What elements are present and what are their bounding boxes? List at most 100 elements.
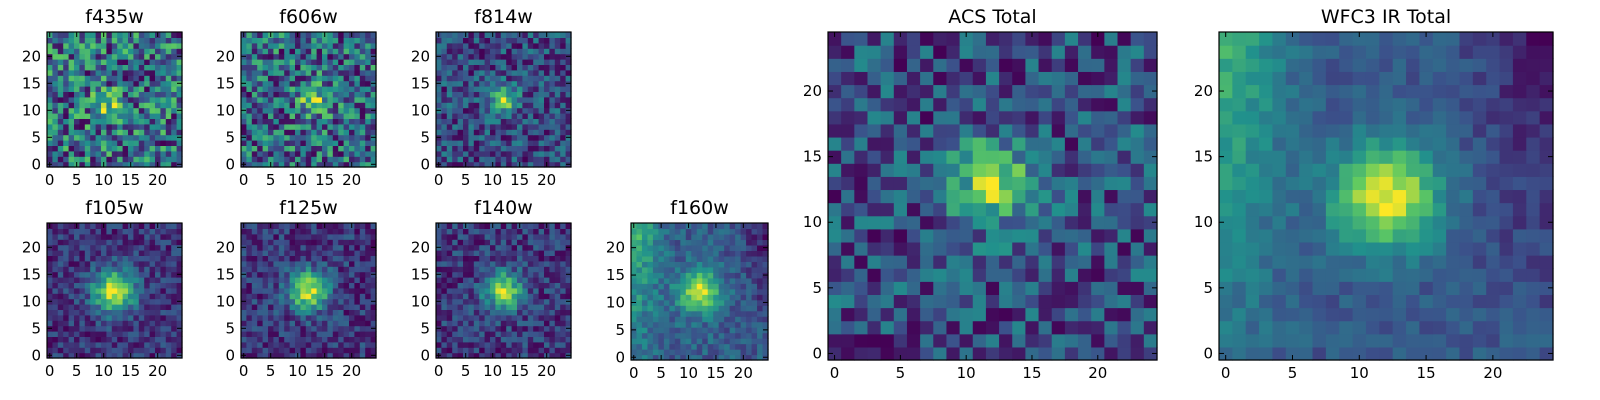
heatmap-cell: [696, 288, 703, 295]
heatmap-cell: [527, 32, 534, 38]
heatmap-cell: [560, 69, 567, 76]
heatmap-cell: [560, 277, 567, 283]
heatmap-cell: [365, 266, 372, 273]
heatmap-cell: [674, 349, 681, 356]
heatmap-cell: [751, 310, 758, 317]
heatmap-cell: [999, 294, 1013, 309]
heatmap-cell: [295, 347, 301, 354]
heatmap-cell: [746, 228, 753, 235]
heatmap-cell: [533, 118, 540, 125]
heatmap-cell: [251, 287, 258, 294]
heatmap-cell: [273, 331, 280, 337]
heatmap-cell: [906, 320, 921, 335]
heatmap-cell: [506, 118, 513, 125]
heatmap-cell: [144, 156, 151, 163]
heatmap-cell: [300, 69, 307, 76]
heatmap-cell: [111, 75, 118, 82]
heatmap-cell: [893, 255, 908, 269]
heatmap-cell: [349, 86, 355, 92]
heatmap-cell: [762, 283, 769, 290]
heatmap-cell: [246, 277, 253, 283]
heatmap-cell: [473, 123, 480, 130]
heatmap-cell: [641, 316, 649, 323]
heatmap-cell: [544, 37, 550, 44]
heatmap-cell: [79, 48, 86, 55]
heatmap-cell: [52, 123, 59, 130]
heatmap-cell: [724, 233, 731, 241]
heatmap-cell: [316, 129, 323, 136]
heatmap-cell: [160, 271, 167, 278]
heatmap-cell: [544, 42, 550, 49]
heatmap-cell: [149, 64, 156, 71]
heatmap-cell: [457, 37, 464, 44]
heatmap-cell: [165, 298, 172, 305]
heatmap-cell: [165, 69, 172, 76]
heatmap-cell: [278, 260, 285, 267]
heatmap-cell: [658, 266, 665, 273]
heatmap-cell: [495, 32, 502, 38]
heatmap-cell: [933, 202, 948, 217]
heatmap-cell: [1078, 202, 1092, 217]
heatmap-cell: [171, 32, 178, 38]
heatmap-cell: [68, 42, 75, 49]
heatmap-cell: [63, 223, 70, 229]
heatmap-cell: [322, 320, 328, 327]
heatmap-cell: [724, 277, 731, 284]
heatmap-cell: [111, 255, 118, 262]
y-tick-label: 5: [615, 321, 625, 339]
heatmap-cell: [1091, 281, 1105, 295]
heatmap-cell: [251, 150, 258, 157]
heatmap-cell: [90, 277, 97, 283]
heatmap-cell: [436, 113, 442, 119]
heatmap-cell: [332, 331, 339, 337]
heatmap-cell: [90, 134, 97, 141]
heatmap-cell: [354, 320, 361, 327]
heatmap-cell: [359, 336, 366, 343]
heatmap-cell: [68, 314, 75, 321]
heatmap-cell: [84, 123, 91, 130]
heatmap-cell: [52, 341, 59, 348]
heatmap-cell: [506, 325, 513, 332]
heatmap-cell: [52, 223, 59, 229]
heatmap-cell: [262, 123, 269, 130]
heatmap-cell: [757, 316, 764, 323]
heatmap-cell: [680, 327, 687, 334]
heatmap-cell: [718, 233, 725, 241]
heatmap-cell: [463, 250, 469, 256]
heatmap-cell: [452, 255, 459, 262]
heatmap-cell: [680, 244, 687, 251]
heatmap-cell: [316, 91, 323, 98]
heatmap-cell: [479, 123, 486, 130]
heatmap-cell: [262, 86, 269, 92]
heatmap-cell: [365, 244, 372, 251]
heatmap-cell: [241, 42, 247, 49]
heatmap-cell: [251, 336, 258, 343]
heatmap-cell: [365, 271, 372, 278]
heatmap-cell: [365, 48, 372, 55]
heatmap-cell: [343, 156, 350, 163]
heatmap-cell: [691, 316, 698, 323]
heatmap-cell: [251, 233, 258, 240]
heatmap-cell: [90, 309, 97, 316]
heatmap-cell: [506, 37, 513, 44]
heatmap-cell: [262, 271, 269, 278]
heatmap-cell: [751, 338, 758, 345]
heatmap-cell: [538, 129, 545, 136]
heatmap-cell: [560, 331, 567, 337]
heatmap-cell: [549, 282, 556, 289]
heatmap-cell: [284, 69, 291, 76]
heatmap-cell: [549, 86, 556, 92]
heatmap-cell: [47, 250, 53, 256]
heatmap-cell: [268, 59, 274, 65]
heatmap-cell: [176, 347, 183, 354]
heatmap-cell: [920, 163, 934, 177]
heatmap-cell: [338, 123, 345, 130]
heatmap-cell: [538, 69, 545, 76]
heatmap-cell: [149, 107, 156, 114]
heatmap-cell: [484, 309, 491, 316]
heatmap-cell: [90, 75, 97, 82]
heatmap-cell: [527, 64, 534, 71]
heatmap-cell: [95, 32, 102, 38]
heatmap-cell: [160, 59, 167, 65]
heatmap-cell: [155, 37, 161, 44]
